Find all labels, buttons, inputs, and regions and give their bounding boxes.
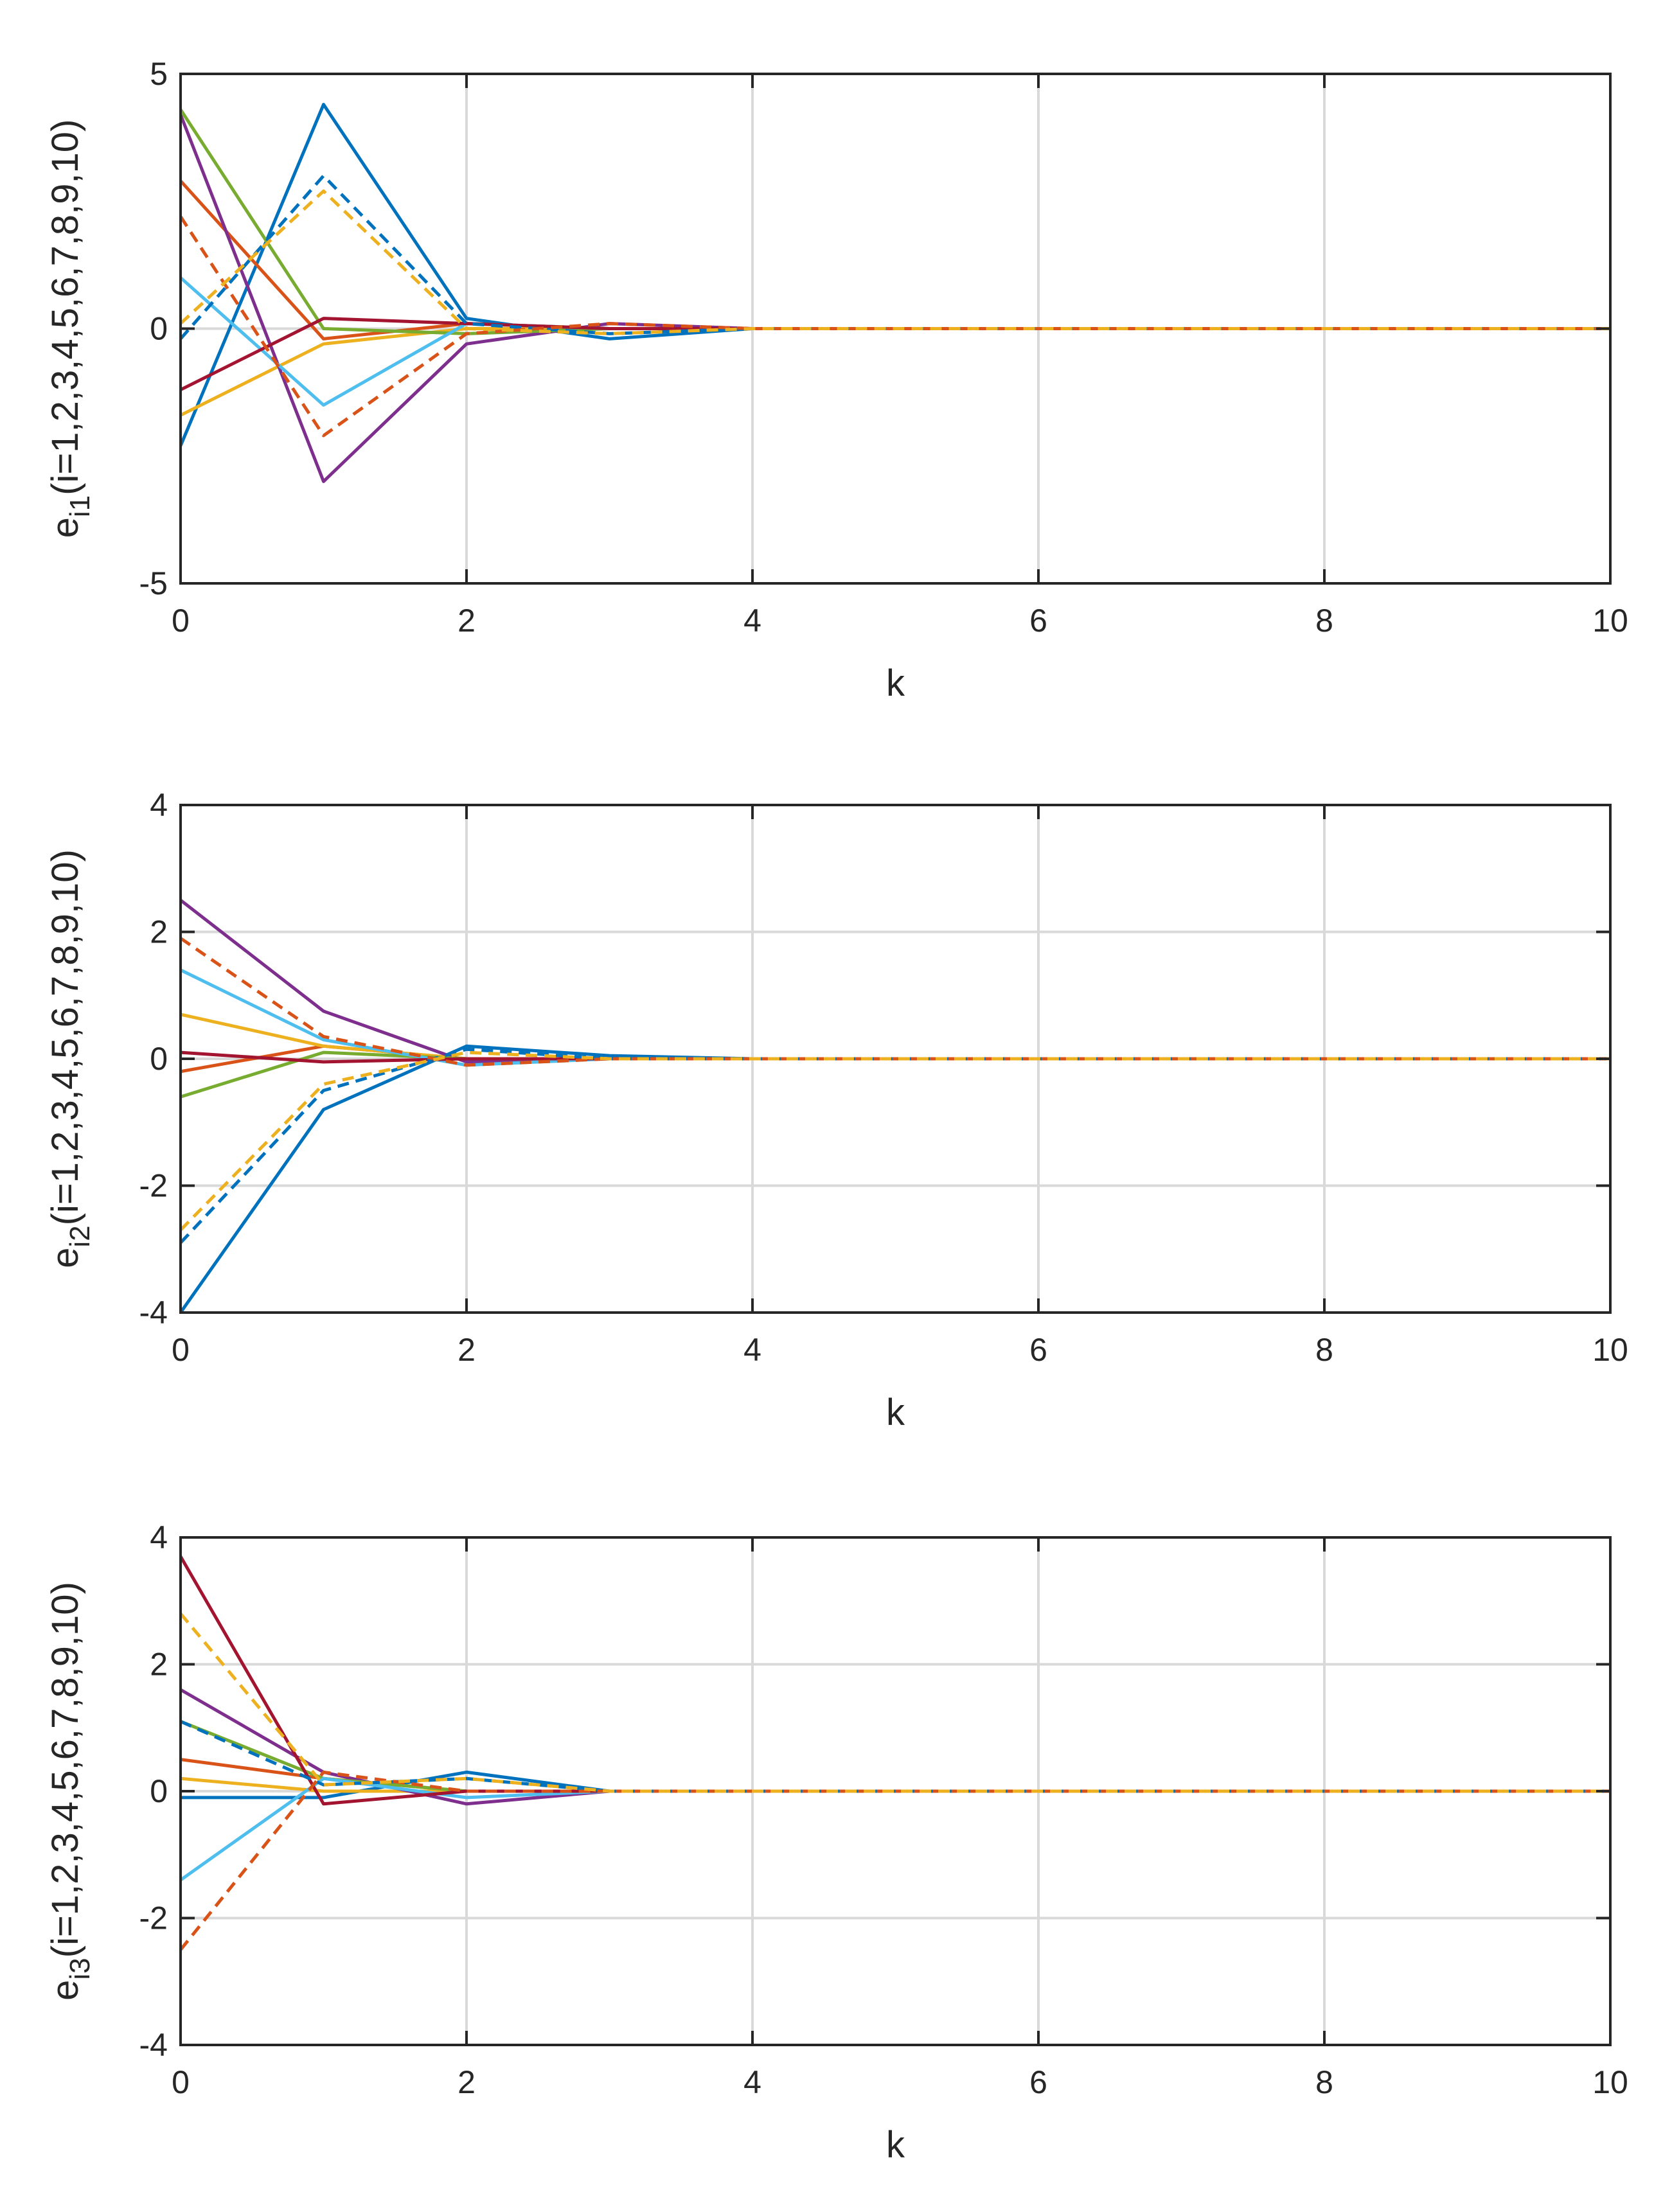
- x-tick-label: 6: [1029, 1332, 1047, 1368]
- y-tick-label: 0: [150, 1773, 168, 1809]
- y-tick-label: 2: [150, 1647, 168, 1683]
- x-tick-label: 2: [458, 2064, 476, 2100]
- x-tick-label: 2: [458, 603, 476, 639]
- x-axis-label: k: [886, 1392, 905, 1433]
- series-group: [181, 103, 1610, 483]
- y-tick-label: -4: [139, 1295, 168, 1331]
- x-tick-label: 10: [1592, 1332, 1628, 1368]
- x-tick-label: 4: [743, 603, 761, 639]
- y-axis-label: ei3(i=1,2,3,4,5,6,7,8,9,10): [44, 1582, 96, 2001]
- series-line-e103: [181, 1612, 1610, 1793]
- x-tick-label: 0: [172, 1332, 190, 1368]
- x-tick-label: 10: [1592, 603, 1628, 639]
- y-axis-label: ei1(i=1,2,3,4,5,6,7,8,9,10): [44, 119, 96, 538]
- plot-2: 0 2 4 6 8 10 -4 -2 0 2 4 k ei2(i=1,2,3,4,5,6,7,8,9,1…: [44, 787, 1628, 1433]
- plot-3: 0 2 4 6 8 10 -4 -2 0 2 4 k ei3(i=1,2,3,4,5,6,7,8,9,1…: [44, 1519, 1628, 2166]
- y-tick-label: -2: [139, 1168, 168, 1204]
- y-tick-label: -5: [139, 565, 168, 601]
- series-line-e101: [181, 189, 1610, 335]
- y-tick-label: 4: [150, 1519, 168, 1555]
- series-group: [181, 899, 1610, 1313]
- series-line-e102: [181, 1050, 1610, 1232]
- x-tick-label: 0: [172, 2064, 190, 2100]
- y-tick-label: -4: [139, 2027, 168, 2063]
- y-axis-label: ei2(i=1,2,3,4,5,6,7,8,9,10): [44, 849, 96, 1268]
- x-tick-label: 8: [1315, 2064, 1333, 2100]
- x-tick-label: 6: [1029, 603, 1047, 639]
- x-tick-label: 0: [172, 603, 190, 639]
- x-tick-label: 4: [743, 1332, 761, 1368]
- series-group: [181, 1555, 1610, 1951]
- x-tick-label: 8: [1315, 603, 1333, 639]
- y-tick-label: 2: [150, 914, 168, 950]
- y-tick-label: 4: [150, 787, 168, 823]
- x-axis-label: k: [886, 662, 905, 704]
- x-tick-label: 6: [1029, 2064, 1047, 2100]
- x-tick-label: 4: [743, 2064, 761, 2100]
- series-line-e92: [181, 937, 1610, 1067]
- y-tick-label: -2: [139, 1900, 168, 1936]
- y-tick-label: 0: [150, 1041, 168, 1077]
- x-tick-label: 8: [1315, 1332, 1333, 1368]
- x-tick-label: 2: [458, 1332, 476, 1368]
- y-tick-label: 5: [150, 56, 168, 92]
- x-tick-label: 10: [1592, 2064, 1628, 2100]
- x-axis-label: k: [886, 2124, 905, 2166]
- y-tick-label: 0: [150, 311, 168, 347]
